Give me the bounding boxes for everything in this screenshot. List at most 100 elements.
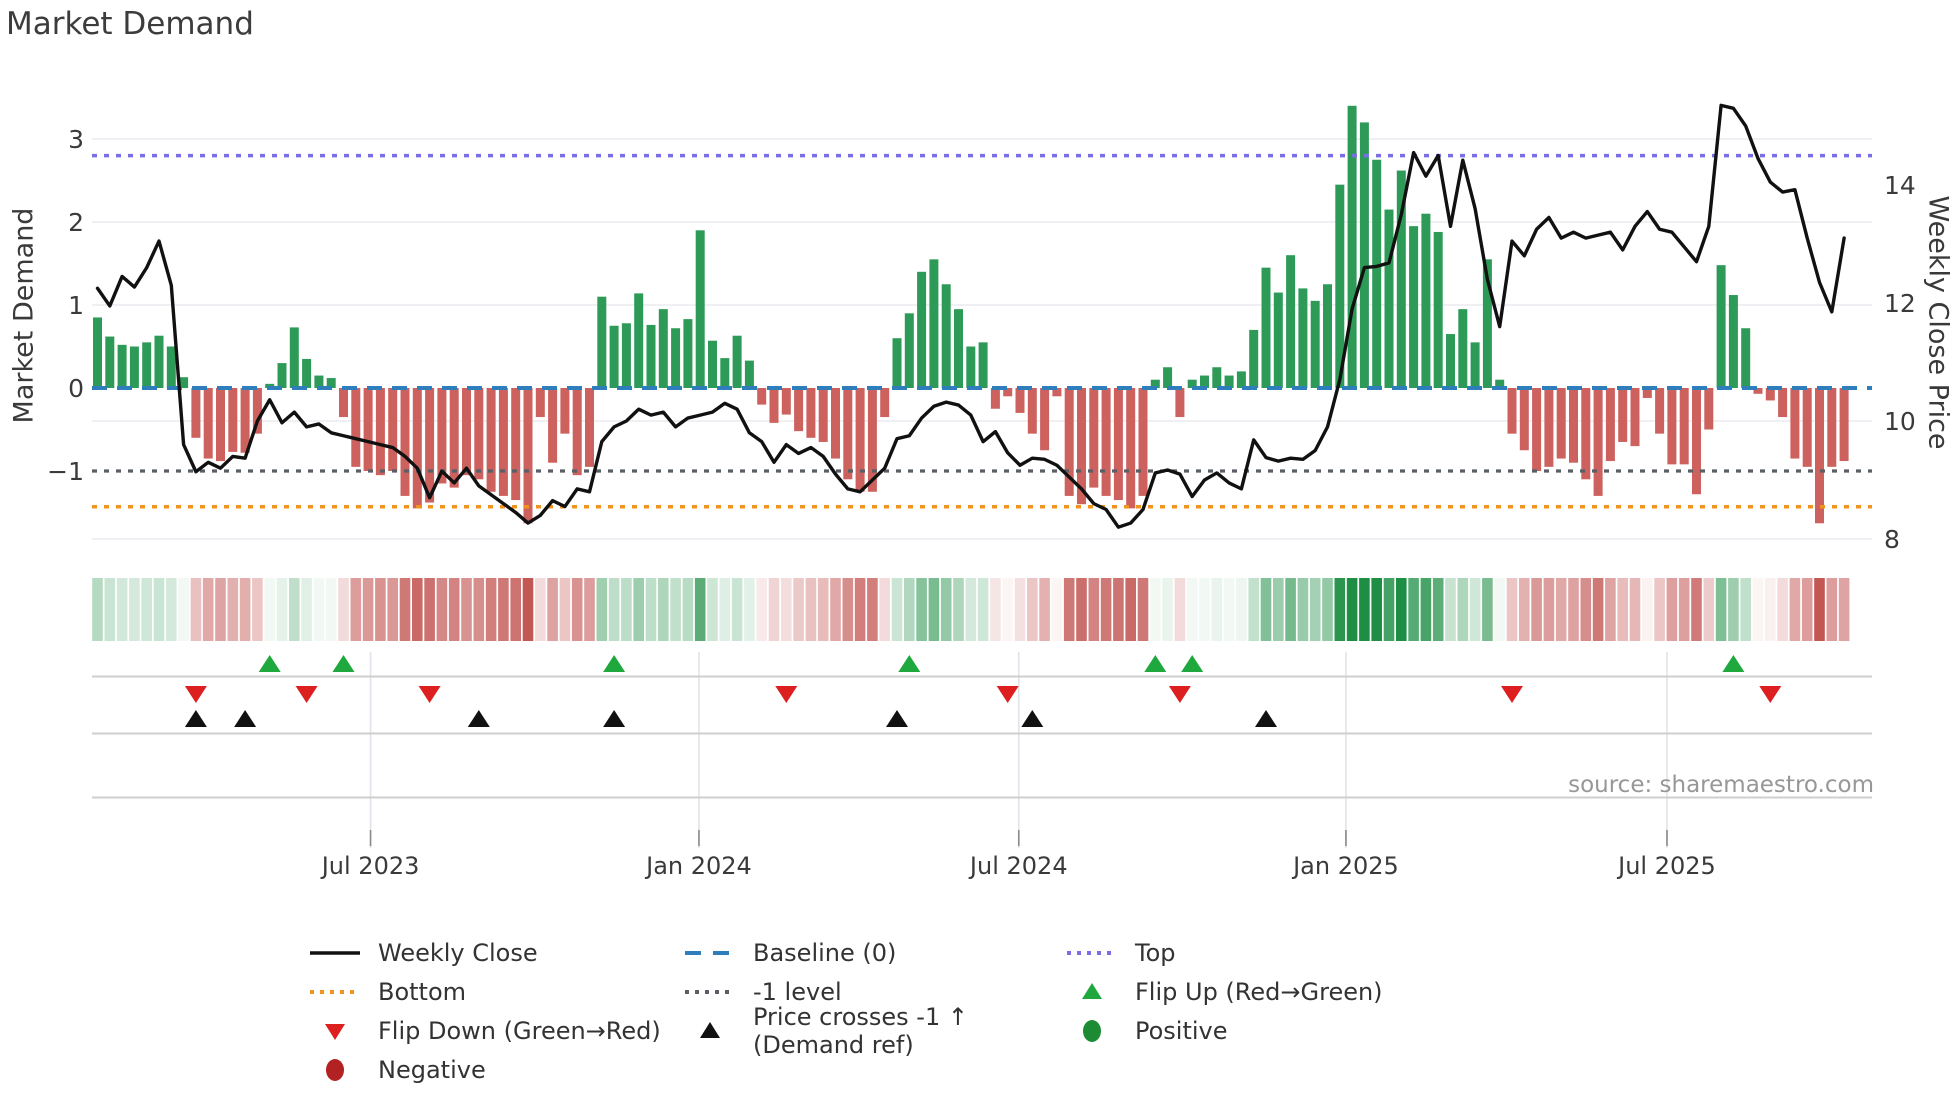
demand-bar-negative [1839, 388, 1849, 462]
demand-bar-negative [572, 388, 582, 476]
heatmap-cell [1309, 578, 1321, 641]
heatmap-cell [1715, 578, 1727, 641]
heatmap-cell [1691, 578, 1702, 641]
heatmap-cell [1728, 578, 1739, 641]
heatmap-cell [252, 578, 263, 641]
demand-bar-positive [1212, 367, 1222, 388]
demand-bar-positive [1446, 334, 1455, 388]
demand-bar-negative [351, 388, 361, 467]
heatmap-cell [276, 578, 288, 641]
heatmap-cell [1346, 578, 1358, 641]
heatmap-cell [104, 578, 116, 641]
y-right-tick-label: 12 [1884, 289, 1916, 318]
heatmap-cell [867, 578, 878, 641]
heatmap-cell [1063, 578, 1075, 641]
price-cross-marker-icon [1255, 710, 1277, 727]
flip-down-marker-icon [295, 686, 318, 703]
heatmap-cell [977, 578, 989, 641]
heatmap-cell [190, 578, 202, 641]
flip-up-marker-icon [332, 655, 355, 672]
heatmap-cell [879, 578, 890, 641]
heatmap-cell [830, 578, 841, 641]
legend-label-baseline-0: Baseline (0) [753, 938, 897, 967]
heatmap-cell [448, 578, 460, 641]
flip-up-marker-icon [1181, 655, 1204, 672]
heatmap-cell [1789, 578, 1801, 641]
demand-bar-positive [117, 344, 127, 388]
demand-bar-positive [93, 317, 102, 388]
y-left-tick-label: 2 [68, 208, 84, 237]
demand-bar-negative [1556, 388, 1566, 459]
demand-bar-negative [855, 388, 865, 492]
demand-bar-positive [105, 336, 115, 388]
demand-bar-positive [892, 338, 902, 388]
demand-bar-positive [904, 313, 914, 388]
heatmap-cell [1322, 578, 1333, 641]
legend-item-bottom: Bottom [308, 978, 683, 1006]
heatmap-cell [535, 578, 546, 641]
demand-bar-positive [1741, 328, 1751, 388]
heatmap-cell [1162, 578, 1173, 641]
heatmap-cell [1543, 578, 1555, 641]
demand-bar-negative [400, 388, 410, 496]
heatmap-cell [1420, 578, 1432, 641]
demand-bar-negative [1605, 388, 1615, 462]
demand-bar-negative [535, 388, 545, 418]
heatmap-cell [202, 578, 214, 641]
heatmap-cell [141, 578, 152, 641]
heatmap-cell [1039, 578, 1050, 641]
demand-bar-positive [289, 327, 299, 388]
demand-bar-positive [708, 340, 717, 388]
heatmap-cell [301, 578, 312, 641]
demand-bar-negative [228, 388, 238, 452]
x-tick-label: Jan 2025 [1291, 852, 1399, 880]
demand-bar-positive [917, 271, 927, 388]
flip-down-legend-swatch-icon [325, 1023, 345, 1040]
heatmap-cell [1248, 578, 1259, 641]
demand-bar-negative [1679, 388, 1689, 465]
demand-bar-negative [548, 388, 558, 463]
legend-item-weekly-close: Weekly Close [308, 939, 683, 967]
heatmap-cell [1199, 578, 1210, 641]
heatmap-cell [1113, 578, 1124, 641]
heatmap-cell [412, 578, 423, 641]
demand-bar-negative [781, 388, 791, 415]
heatmap-cell [608, 578, 620, 641]
heatmap-cell [1051, 578, 1063, 641]
weekly-close-legend-swatch-icon [310, 950, 360, 955]
demand-bar-negative [388, 388, 398, 471]
heatmap-cell [965, 578, 977, 641]
heatmap-cell [1838, 578, 1850, 641]
demand-bar-positive [1163, 367, 1173, 388]
flip-up-marker-icon [898, 655, 921, 672]
demand-bar-positive [1200, 375, 1209, 388]
demand-bar-positive [1495, 379, 1505, 388]
heatmap-cell [1666, 578, 1678, 641]
flip-down-marker-icon [1501, 686, 1523, 703]
heatmap-cell [1002, 578, 1013, 641]
flip-down-marker-icon [996, 686, 1019, 703]
flip-down-marker-icon [775, 686, 798, 703]
y-axis-label-left: Market Demand [8, 207, 40, 424]
demand-bar-negative [867, 388, 877, 492]
heatmap-cell [239, 578, 251, 641]
legend-label-weekly-close: Weekly Close [378, 938, 538, 967]
heatmap-cell [1654, 578, 1665, 641]
heatmap-cell [1383, 578, 1395, 641]
demand-bar-negative [1544, 388, 1554, 467]
demand-bar-positive [1249, 329, 1259, 388]
demand-bar-positive [744, 360, 754, 388]
heatmap-cell [129, 578, 140, 641]
chart-legend: Weekly Close Baseline (0) Top Bottom -1 leve… [308, 933, 1485, 1089]
x-tick-label: Jan 2024 [644, 852, 752, 880]
demand-bar-positive [929, 259, 939, 388]
heatmap-cell [1605, 578, 1616, 641]
legend-item-top: Top [1065, 939, 1485, 967]
demand-bar-positive [1323, 284, 1332, 388]
heatmap-cell [264, 578, 275, 641]
bottom-legend-swatch-icon [310, 989, 360, 994]
demand-bar-positive [1347, 105, 1357, 389]
demand-bar-negative [449, 388, 459, 488]
heatmap-cell [1125, 578, 1136, 641]
heatmap-cell [116, 578, 128, 641]
